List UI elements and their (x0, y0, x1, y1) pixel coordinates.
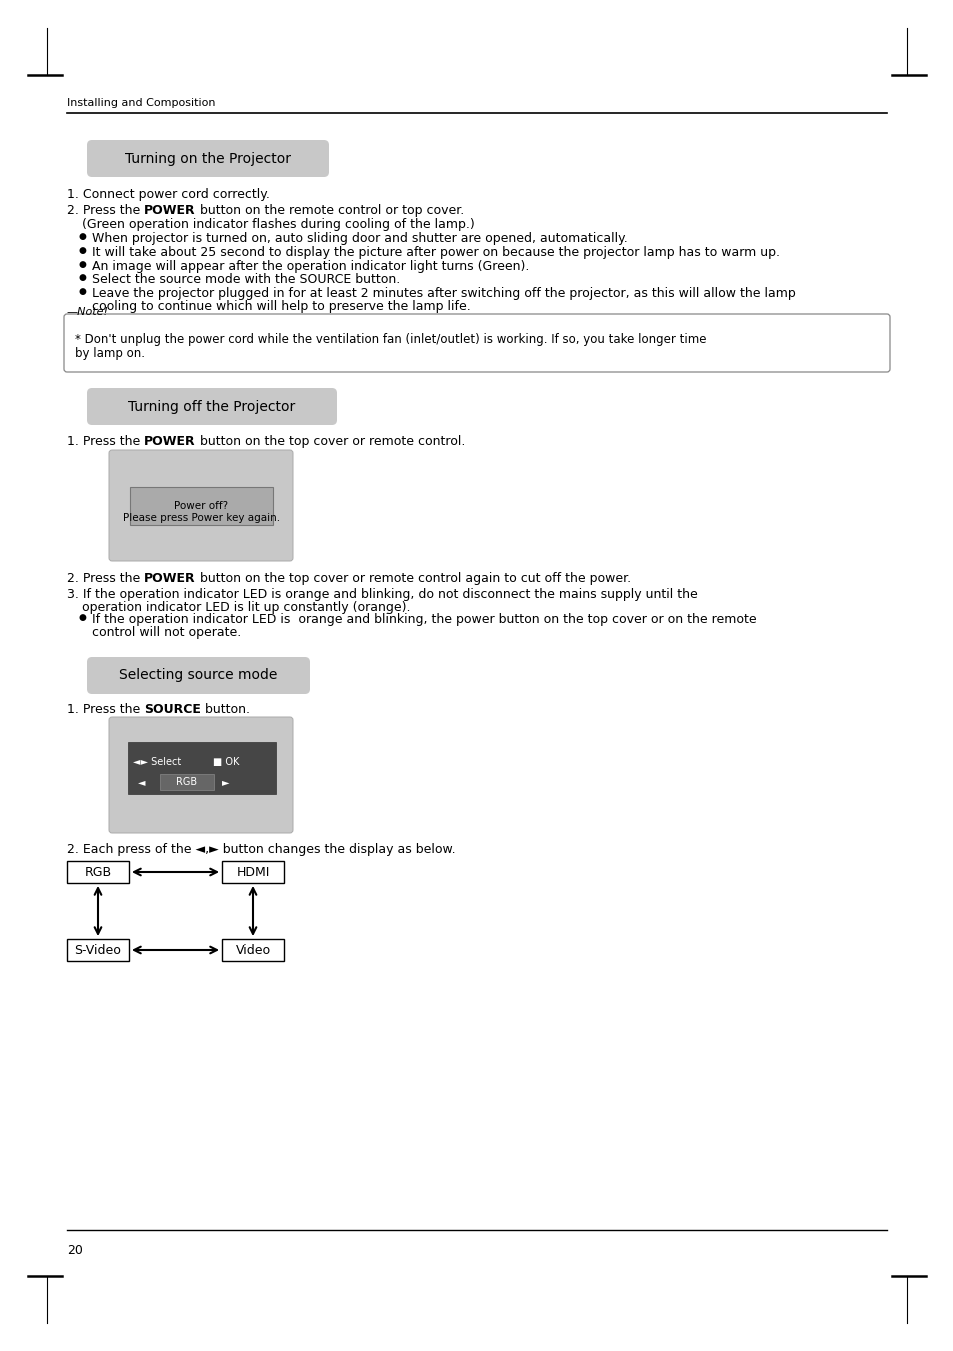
Text: RGB: RGB (85, 866, 112, 878)
Text: Leave the projector plugged in for at least 2 minutes after switching off the pr: Leave the projector plugged in for at le… (91, 286, 795, 300)
Text: Power off?: Power off? (174, 501, 229, 511)
FancyBboxPatch shape (109, 450, 293, 561)
Text: Turning on the Projector: Turning on the Projector (125, 151, 291, 166)
Bar (67, 939, 129, 961)
Text: Installing and Composition: Installing and Composition (67, 99, 215, 108)
Text: 1. Press the: 1. Press the (67, 703, 144, 716)
Text: button on the top cover or remote control.: button on the top cover or remote contro… (195, 435, 465, 449)
Text: POWER: POWER (144, 204, 195, 218)
Text: * Don't unplug the power cord while the ventilation fan (inlet/outlet) is workin: * Don't unplug the power cord while the … (75, 332, 706, 346)
Text: (Green operation indicator flashes during cooling of the lamp.): (Green operation indicator flashes durin… (82, 218, 475, 231)
Text: 2. Press the: 2. Press the (67, 204, 144, 218)
Bar (67, 861, 129, 884)
Bar (128, 742, 275, 794)
Text: ◄► Select: ◄► Select (132, 757, 181, 767)
Text: It will take about 25 second to display the picture after power on because the p: It will take about 25 second to display … (91, 246, 780, 259)
Text: cooling to continue which will help to preserve the lamp life.: cooling to continue which will help to p… (91, 300, 470, 313)
Text: Selecting source mode: Selecting source mode (119, 669, 277, 682)
Text: ■ OK: ■ OK (213, 757, 239, 767)
Text: 2. Press the: 2. Press the (67, 571, 144, 585)
Text: An image will appear after the operation indicator light turns (Green).: An image will appear after the operation… (91, 259, 529, 273)
Text: Please press Power key again.: Please press Power key again. (123, 513, 280, 523)
Text: ●: ● (79, 286, 87, 296)
FancyBboxPatch shape (87, 657, 310, 694)
Text: ◄: ◄ (138, 777, 146, 788)
Text: button.: button. (201, 703, 250, 716)
FancyBboxPatch shape (87, 388, 336, 426)
Bar (222, 861, 284, 884)
Text: ●: ● (79, 259, 87, 269)
Text: Turning off the Projector: Turning off the Projector (129, 400, 295, 413)
Text: Video: Video (235, 943, 271, 957)
Text: S-Video: S-Video (74, 943, 121, 957)
Text: 3. If the operation indicator LED is orange and blinking, do not disconnect the : 3. If the operation indicator LED is ora… (67, 588, 697, 601)
FancyBboxPatch shape (64, 313, 889, 372)
Text: ●: ● (79, 273, 87, 282)
Text: SOURCE: SOURCE (144, 703, 201, 716)
Text: 2. Each press of the ◄,► button changes the display as below.: 2. Each press of the ◄,► button changes … (67, 843, 456, 857)
Text: If the operation indicator LED is  orange and blinking, the power button on the : If the operation indicator LED is orange… (91, 613, 756, 626)
FancyBboxPatch shape (109, 717, 293, 834)
Text: ●: ● (79, 613, 87, 621)
Text: ►: ► (222, 777, 230, 788)
Text: ●: ● (79, 232, 87, 240)
Text: button on the remote control or top cover.: button on the remote control or top cove… (195, 204, 464, 218)
Text: POWER: POWER (144, 435, 195, 449)
FancyBboxPatch shape (87, 141, 329, 177)
Text: operation indicator LED is lit up constantly (orange).: operation indicator LED is lit up consta… (82, 601, 410, 613)
Bar (160, 774, 213, 790)
Text: 1. Press the: 1. Press the (67, 435, 144, 449)
Text: —Note!: —Note! (67, 307, 109, 317)
Text: 1. Connect power cord correctly.: 1. Connect power cord correctly. (67, 188, 270, 201)
Text: Select the source mode with the SOURCE button.: Select the source mode with the SOURCE b… (91, 273, 400, 286)
Text: RGB: RGB (176, 777, 197, 788)
Text: control will not operate.: control will not operate. (91, 626, 241, 639)
Text: When projector is turned on, auto sliding door and shutter are opened, automatic: When projector is turned on, auto slidin… (91, 232, 627, 245)
Text: HDMI: HDMI (236, 866, 270, 878)
Text: POWER: POWER (144, 571, 195, 585)
Bar (222, 939, 284, 961)
Text: button on the top cover or remote control again to cut off the power.: button on the top cover or remote contro… (195, 571, 630, 585)
Bar (130, 486, 273, 526)
Text: ●: ● (79, 246, 87, 255)
Text: 20: 20 (67, 1244, 83, 1256)
Text: by lamp on.: by lamp on. (75, 347, 145, 359)
